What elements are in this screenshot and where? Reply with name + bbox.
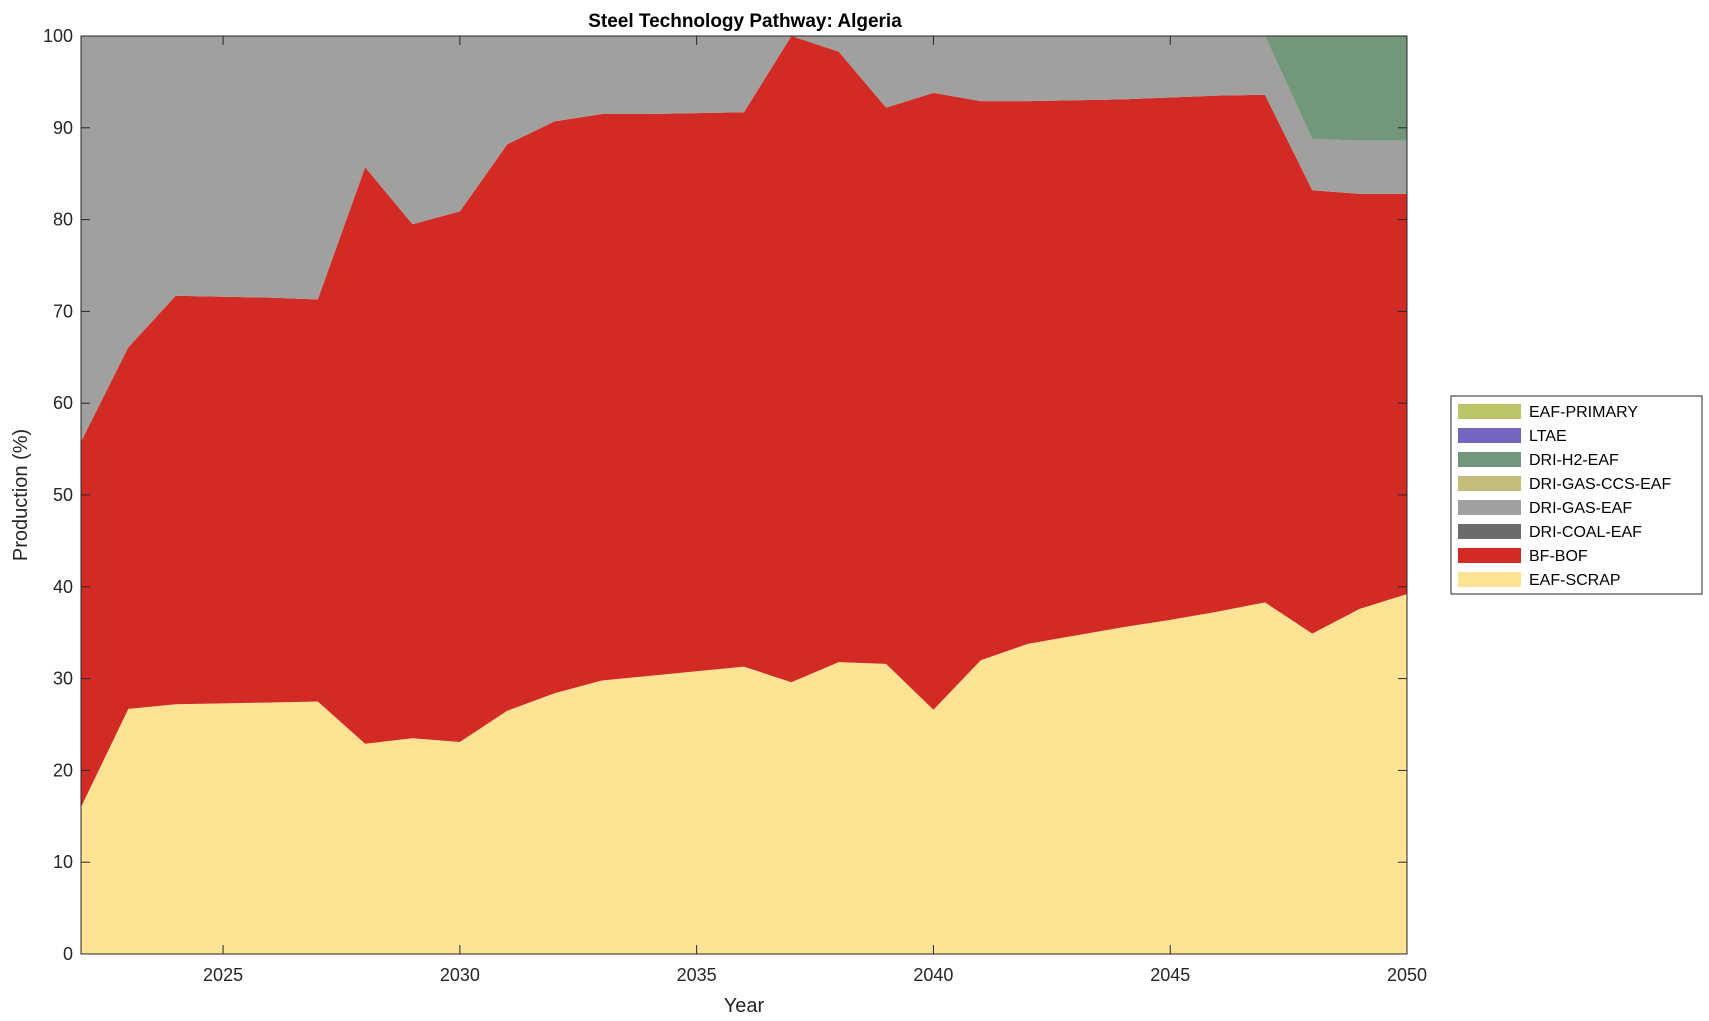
legend-label-eaf-primary: EAF-PRIMARY [1529,404,1638,421]
legend-swatch-dri-gas-ccs-eaf [1458,476,1521,491]
plot-area [81,36,1407,954]
x-tick-label: 2050 [1387,965,1427,985]
y-tick-label: 80 [53,210,73,230]
x-tick-label: 2040 [913,965,953,985]
legend-swatch-dri-coal-eaf [1458,524,1521,539]
y-tick-label: 70 [53,301,73,321]
area-dri-h2-eaf [81,36,1407,141]
y-tick-label: 0 [63,944,73,964]
legend-label-bf-bof: BF-BOF [1529,548,1588,565]
legend-swatch-bf-bof [1458,548,1521,563]
x-tick-label: 2030 [440,965,480,985]
y-tick-label: 100 [43,26,73,46]
legend-label-dri-h2-eaf: DRI-H2-EAF [1529,452,1619,469]
y-tick-label: 10 [53,852,73,872]
y-tick-label: 90 [53,118,73,138]
area-dri-gas-eaf [81,36,1407,442]
y-tick-label: 50 [53,485,73,505]
x-tick-label: 2025 [203,965,243,985]
y-tick-label: 60 [53,393,73,413]
legend-label-dri-gas-eaf: DRI-GAS-EAF [1529,500,1632,517]
legend-swatch-dri-h2-eaf [1458,452,1521,467]
y-tick-label: 20 [53,760,73,780]
chart-title: Steel Technology Pathway: Algeria [588,11,902,32]
legend-label-dri-gas-ccs-eaf: DRI-GAS-CCS-EAF [1529,476,1671,493]
area-eaf-scrap [81,594,1407,954]
legend-label-ltae: LTAE [1529,428,1567,445]
y-axis-label: Production (%) [10,429,32,561]
legend-swatch-eaf-scrap [1458,572,1521,587]
y-axis: 0 10 20 30 40 50 60 70 80 90 100 [43,26,1407,964]
legend-label-eaf-scrap: EAF-SCRAP [1529,572,1621,589]
legend: EAF-PRIMARY LTAE DRI-H2-EAF DRI-GAS-CCS-EAF… [1450,395,1703,595]
y-tick-label: 40 [53,577,73,597]
x-tick-label: 2045 [1150,965,1190,985]
x-axis-label: Year [724,995,765,1017]
x-axis: 2025 2030 2035 2040 2045 2050 [203,36,1427,985]
area-bf-bof [81,36,1407,808]
legend-swatch-eaf-primary [1458,404,1521,419]
y-tick-label: 30 [53,669,73,689]
x-tick-label: 2035 [677,965,717,985]
legend-swatch-dri-gas-eaf [1458,500,1521,515]
legend-swatch-ltae [1458,428,1521,443]
legend-label-dri-coal-eaf: DRI-COAL-EAF [1529,524,1642,541]
